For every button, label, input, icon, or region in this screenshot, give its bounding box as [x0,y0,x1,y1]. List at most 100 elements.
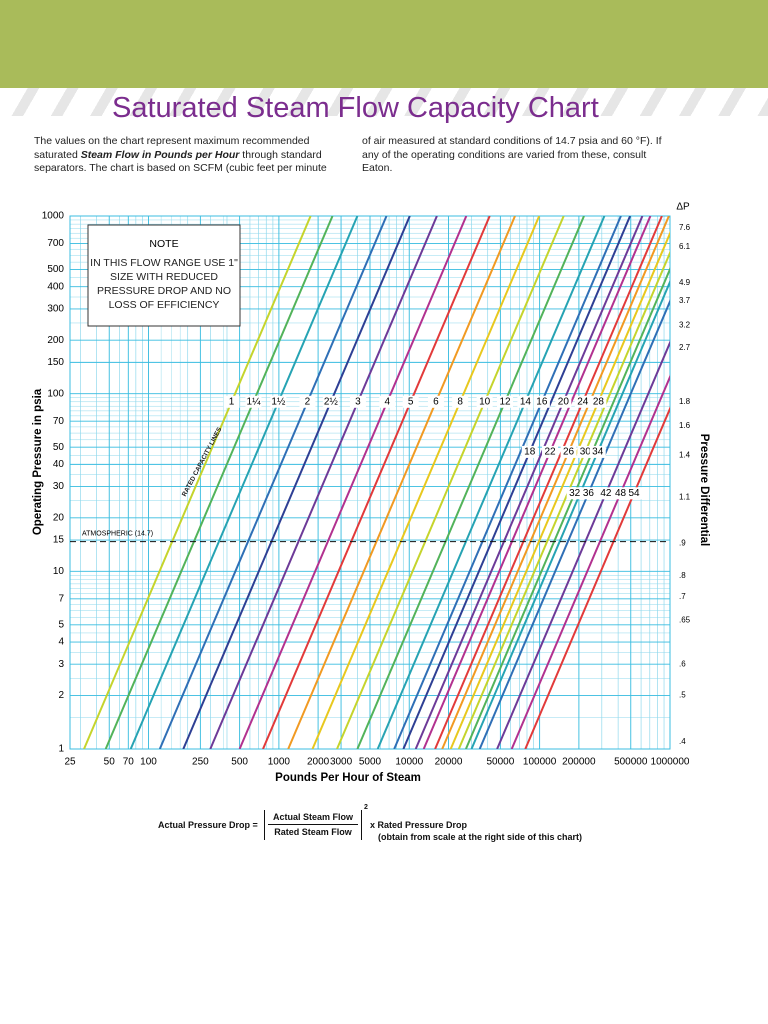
y2-tick-label: .6 [679,659,686,668]
series-line [238,216,468,749]
series-label-bg [574,395,591,408]
series-label: 2½ [324,396,339,407]
series-label-bg [270,395,287,408]
series-label: 26 [563,447,575,458]
formula-denominator: Rated Steam Flow [274,827,352,837]
y2-tick-label: 1.4 [679,450,691,459]
formula-right: x Rated Pressure Drop [370,820,468,830]
series-label-bg [560,445,577,458]
intro-text: The values on the chart represent maximu… [34,135,664,176]
note-text: IN THIS FLOW RANGE USE 1" SIZE WITH REDU… [90,257,238,311]
series-label-bg [590,395,607,408]
y2-tick-label: .7 [679,592,686,601]
intro-part: The values on the chart represent maximu… [34,135,310,161]
series-line [496,340,670,749]
series-label-bg [626,487,643,500]
y-tick-label: 700 [47,238,64,249]
note-heading: NOTE [149,238,178,250]
y2-tick-label: 1.1 [679,493,691,502]
series-line [470,279,670,749]
y-tick-label: 4 [58,637,64,648]
series-line [336,216,565,749]
series-line [356,216,585,749]
series-label-bg [580,487,597,500]
x-tick-label: 1000000 [651,757,690,768]
series-line [478,298,670,749]
atmospheric-label: ATMOSPHERIC (14.7) [82,530,153,537]
y-tick-label: 150 [47,357,64,368]
y-tick-label: 300 [47,304,64,315]
series-label-bg [427,395,444,408]
series-label-bg [555,395,572,408]
series-label: 5 [408,396,414,407]
note-wrap: IN THIS FLOW RANGE USE 1" SIZE WITH REDU… [90,257,238,311]
x-tick-label: 100 [140,757,157,768]
y-tick-label: 400 [47,281,64,292]
series-label-bg [402,395,419,408]
x-tick-label: 25 [64,757,76,768]
note-box [87,224,241,327]
intro-part: through standard separators. The chart i… [34,135,662,175]
series-label: 2 [305,396,311,407]
y-tick-label: 20 [53,512,65,523]
y2-tick-label: 3.7 [679,296,691,305]
series-label-bg [612,487,629,500]
series-line [83,216,312,749]
series-label: 54 [628,488,640,499]
y2-tick-label: .8 [679,571,686,580]
series-line [158,216,388,749]
series-label: 10 [479,396,491,407]
series-label: 24 [577,396,589,407]
y2-tick-label: 4.9 [679,278,691,287]
x-tick-label: 5000 [359,757,382,768]
labels: 25 50 70 100 250 500 1000 2000 3000 5000 10000 2000… [42,211,691,768]
series-line [449,230,670,749]
series-line [457,250,670,749]
lines [83,216,670,749]
x-tick-label: 70 [123,757,135,768]
page-title: Saturated Steam Flow Capacity Chart [112,92,599,124]
series-label: 36 [583,488,595,499]
y-tick-label: 100 [47,388,64,399]
x-tick-label: 1000 [268,757,291,768]
series-label: 34 [592,447,604,458]
y-tick-label: 10 [53,566,65,577]
y2-tick-label: .4 [679,737,686,746]
series-line [129,216,359,749]
series-label: 6 [433,396,439,407]
header-stripes [0,88,768,116]
series-line [441,216,670,749]
series-line [414,216,644,749]
x-tick-label: 10000 [395,757,423,768]
series-label: 20 [558,396,570,407]
series-label-bg [476,395,493,408]
series-line [311,216,541,749]
series-label: 12 [499,396,511,407]
x-tick-label: 200000 [562,757,596,768]
series-label: 16 [536,396,548,407]
x-tick-label: 500000 [614,757,648,768]
y-tick-label: 70 [53,416,65,427]
y-tick-label: 15 [53,535,65,546]
x-tick-label: 20000 [435,757,463,768]
y-tick-label: 1 [58,744,64,755]
series-label-bg [497,395,514,408]
x-tick-label: 50 [104,757,116,768]
formula-left: Actual Pressure Drop = [158,820,258,830]
series-label-bg [223,395,240,408]
y-tick-label: 40 [53,459,65,470]
formula-note: (obtain from scale at the right side of … [378,832,583,842]
series-line [287,216,516,749]
series-line [209,216,438,749]
x-tick-label: 100000 [523,757,557,768]
y-tick-label: 3 [58,659,64,670]
series-line [510,374,670,749]
series-label: 1½ [271,396,286,407]
series-line [393,216,622,749]
y2-axis-title: ΔP [676,202,690,213]
formula-exponent: 2 [364,804,368,811]
y-tick-label: 1000 [42,211,65,222]
y2-tick-label: 1.6 [679,421,691,430]
series-label: 28 [593,396,605,407]
x-tick-label: 50000 [486,757,514,768]
